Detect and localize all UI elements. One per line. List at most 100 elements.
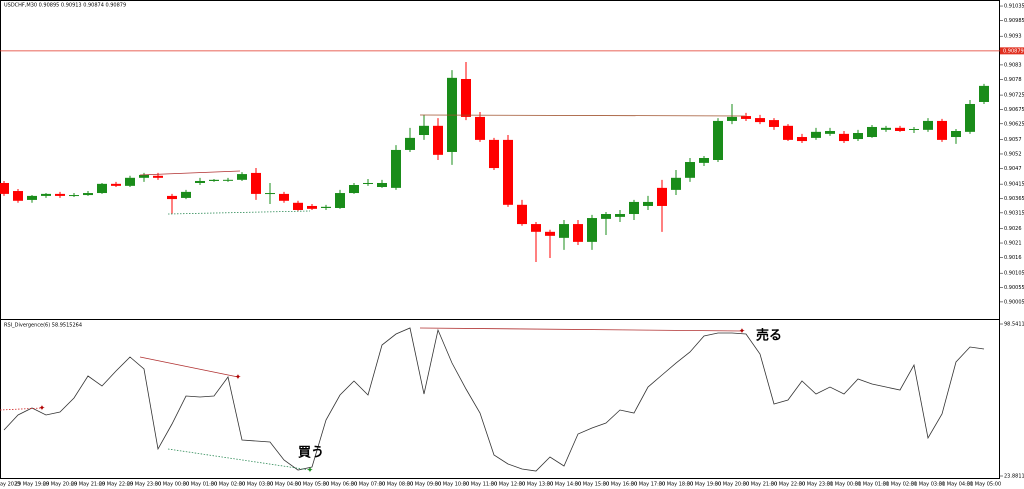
y-tick-label: 0.90365 bbox=[1004, 196, 1024, 202]
candle-body bbox=[545, 231, 555, 236]
sell-label: 売る bbox=[756, 328, 782, 344]
candle-body bbox=[573, 224, 583, 242]
candle-body bbox=[97, 183, 107, 194]
candle-body bbox=[867, 126, 877, 138]
candle-body bbox=[699, 157, 709, 163]
candle-body bbox=[167, 195, 177, 200]
y-tick-label: 23.881134 bbox=[1004, 474, 1024, 480]
candle-body bbox=[615, 214, 625, 217]
divergence-line bbox=[139, 356, 239, 378]
x-tick-label: 30 May 04:00 bbox=[267, 482, 301, 488]
y-tick-label: 0.90005 bbox=[1004, 299, 1024, 305]
y-tick-label: 0.91035 bbox=[1004, 4, 1024, 10]
resistance-line bbox=[419, 114, 746, 117]
candle-body bbox=[839, 133, 849, 142]
candle-body bbox=[251, 172, 261, 194]
candle-body bbox=[125, 177, 135, 186]
candle-body bbox=[363, 182, 373, 184]
y-tick-label: 0.90315 bbox=[1004, 210, 1024, 216]
candle-body bbox=[139, 174, 149, 178]
y-tick-label: 98.541142 bbox=[1004, 322, 1024, 328]
chart-title: USDCHF,M30 0.90895 0.90913 0.90874 0.908… bbox=[4, 3, 126, 9]
candle-body bbox=[881, 127, 891, 130]
candle-body bbox=[55, 193, 65, 196]
divergence-line bbox=[419, 327, 743, 332]
marker: ✦ bbox=[307, 466, 314, 475]
y-tick-label: 0.9016 bbox=[1004, 255, 1022, 261]
candle-body bbox=[349, 184, 359, 194]
x-tick-label: 30 May 15:00 bbox=[575, 482, 609, 488]
x-tick-label: 29 May 21:00 bbox=[71, 482, 105, 488]
x-tick-label: 30 May 22:00 bbox=[771, 482, 805, 488]
candle-body bbox=[979, 85, 989, 102]
x-tick-label: 31 May 04:00 bbox=[939, 482, 973, 488]
x-tick-label: 30 May 12:00 bbox=[491, 482, 525, 488]
x-tick-label: 30 May 05:00 bbox=[295, 482, 329, 488]
candle-body bbox=[671, 177, 681, 190]
x-tick-label: 30 May 06:00 bbox=[323, 482, 357, 488]
candle-body bbox=[41, 193, 51, 196]
candle-body bbox=[433, 125, 443, 155]
candle-body bbox=[951, 130, 961, 138]
candle-body bbox=[727, 116, 737, 121]
x-tick-label: 30 May 18:00 bbox=[659, 482, 693, 488]
candle-body bbox=[503, 139, 513, 205]
x-tick-label: 30 May 14:00 bbox=[547, 482, 581, 488]
x-tick-label: 29 May 20:00 bbox=[43, 482, 77, 488]
x-tick-label: 30 May 03:00 bbox=[239, 482, 273, 488]
y-tick-label: 0.9052 bbox=[1004, 151, 1022, 157]
x-tick-label: 30 May 10:00 bbox=[435, 482, 469, 488]
marker: ✦ bbox=[739, 327, 746, 336]
candle-body bbox=[13, 191, 23, 201]
candle-body bbox=[321, 206, 331, 208]
candle-body bbox=[419, 125, 429, 136]
frame bbox=[0, 0, 1000, 479]
candle-body bbox=[293, 202, 303, 210]
y-tick-label: 0.9093 bbox=[1004, 34, 1022, 40]
trend-line bbox=[167, 210, 311, 215]
candle-body bbox=[895, 127, 905, 131]
y-tick-label: 0.9021 bbox=[1004, 241, 1022, 247]
y-tick-label: 0.90105 bbox=[1004, 271, 1024, 277]
x-tick-label: 30 May 20:00 bbox=[715, 482, 749, 488]
candle-body bbox=[391, 149, 401, 188]
candle-body bbox=[307, 205, 317, 209]
candle-body bbox=[335, 193, 345, 208]
x-tick-label: 30 May 19:00 bbox=[687, 482, 721, 488]
x-tick-label: 31 May 03:00 bbox=[911, 482, 945, 488]
candle-body bbox=[111, 183, 121, 186]
candle-body bbox=[909, 128, 919, 130]
candle-body bbox=[853, 133, 863, 140]
candle-body bbox=[629, 201, 639, 215]
candle-body bbox=[279, 193, 289, 201]
candle-body bbox=[797, 137, 807, 142]
candle-body bbox=[265, 193, 275, 195]
y-tick-label: 0.90985 bbox=[1004, 18, 1024, 24]
y-tick-label: 0.9078 bbox=[1004, 77, 1022, 83]
y-tick-label: 0.90725 bbox=[1004, 93, 1024, 99]
candle-body bbox=[741, 116, 751, 119]
candle-body bbox=[69, 195, 79, 197]
x-tick-label: 30 May 11:00 bbox=[463, 482, 497, 488]
y-tick-label: 0.90625 bbox=[1004, 121, 1024, 127]
x-tick-label: 31 May 02:00 bbox=[883, 482, 917, 488]
x-tick-label: 30 May 08:00 bbox=[379, 482, 413, 488]
y-tick-label: 0.90675 bbox=[1004, 107, 1024, 113]
candle-body bbox=[83, 193, 93, 196]
candle-body bbox=[181, 191, 191, 198]
x-tick-label: 29 May 22:00 bbox=[99, 482, 133, 488]
candle-body bbox=[0, 182, 9, 194]
x-tick-label: 30 May 23:00 bbox=[799, 482, 833, 488]
y-tick-label: 0.9026 bbox=[1004, 226, 1022, 232]
candle-body bbox=[643, 201, 653, 206]
candle-body bbox=[755, 118, 765, 123]
candle-body bbox=[223, 179, 233, 181]
y-tick-label: 0.9057 bbox=[1004, 137, 1022, 143]
x-tick-label: 31 May 00:00 bbox=[827, 482, 861, 488]
indicator-title: RSI_Divergence(6) 58.9515264 bbox=[4, 323, 82, 329]
current-price-label: 0.90879 bbox=[1003, 48, 1024, 54]
candle-body bbox=[405, 137, 415, 150]
x-tick-label: 31 May 01:00 bbox=[855, 482, 889, 488]
candle-body bbox=[783, 125, 793, 140]
